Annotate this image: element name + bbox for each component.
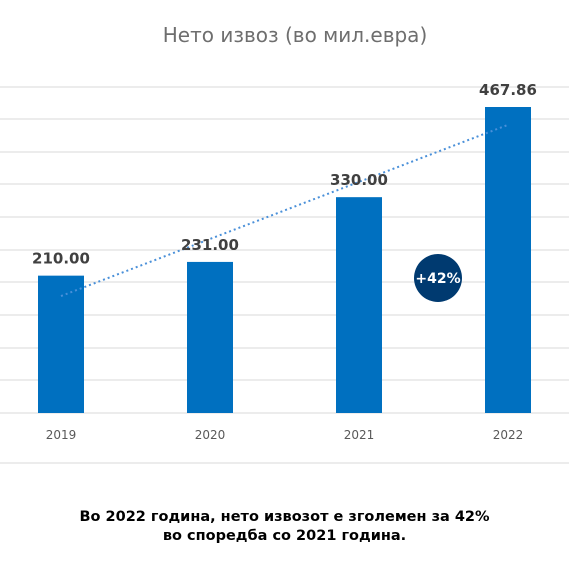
data-labels: 210.00 231.00 330.00 467.86 [32,81,537,268]
growth-badge: +42% [414,254,462,302]
growth-badge-circle [414,254,462,302]
data-label-2021: 330.00 [330,171,388,189]
bars [38,107,531,413]
x-tick-2019: 2019 [46,428,77,442]
bar-2021 [336,197,382,413]
caption: Во 2022 година, нето извозот е зголемен … [0,508,569,546]
data-label-2020: 231.00 [181,236,239,254]
caption-line-2: во споредба со 2021 година. [162,528,407,544]
x-tick-2021: 2021 [344,428,375,442]
bar-2022 [485,107,531,413]
caption-line-1: Во 2022 година, нето извозот е зголемен … [79,509,490,525]
bar-2019 [38,275,84,413]
x-tick-2022: 2022 [493,428,524,442]
x-tick-2020: 2020 [195,428,226,442]
chart: Нето извоз (во мил.евра) 210.00 231.00 330… [0,23,569,464]
growth-badge-text: +42% [415,271,460,287]
bar-2020 [187,261,233,413]
data-label-2022: 467.86 [479,81,537,99]
data-label-2019: 210.00 [32,250,90,268]
gridlines [0,86,569,464]
x-axis-ticks: 2019 2020 2021 2022 [46,428,524,442]
chart-title: Нето извоз (во мил.евра) [163,23,428,47]
